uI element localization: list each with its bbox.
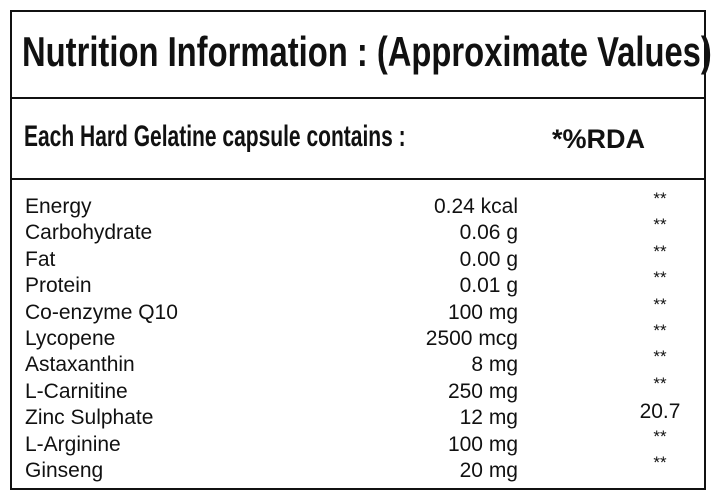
nutrient-amount: 100 mg xyxy=(447,300,518,324)
nutrient-amount: 2500 mcg xyxy=(425,327,518,350)
divider xyxy=(12,97,704,99)
nutrient-rda: ** xyxy=(653,453,667,472)
nutrient-rda: ** xyxy=(653,373,667,393)
nutrient-name: L-Carnitine xyxy=(25,379,128,403)
nutrient-name: Carbohydrate xyxy=(25,221,153,245)
nutrient-name: Fat xyxy=(25,247,56,271)
nutrient-rda: ** xyxy=(653,294,667,314)
nutrition-panel: Nutrition Information : (Approximate Val… xyxy=(10,10,712,490)
title: Nutrition Information : (Approximate Val… xyxy=(22,28,712,75)
nutrient-amount: 100 mg xyxy=(447,432,518,456)
nutrient-rda: ** xyxy=(653,268,667,288)
nutrient-amount: 8 mg xyxy=(471,353,518,377)
nutrient-amount: 250 mg xyxy=(447,379,518,403)
nutrient-amount: 0.01 g xyxy=(459,274,518,298)
nutrient-rda: ** xyxy=(653,347,667,367)
nutrient-name: Co-enzyme Q10 xyxy=(25,300,178,324)
nutrient-amount: 20 mg xyxy=(459,459,518,482)
nutrient-amount: 0.00 g xyxy=(459,247,518,271)
nutrient-rda: ** xyxy=(653,241,667,261)
nutrient-rda: ** xyxy=(653,189,667,208)
nutrient-name: Astaxanthin xyxy=(25,353,135,377)
nutrient-name: L-Arginine xyxy=(25,432,121,456)
header-right: *%RDA xyxy=(552,124,646,154)
header-left: Each Hard Gelatine capsule contains : xyxy=(24,120,406,153)
nutrient-rda: ** xyxy=(653,321,667,340)
nutrient-rda: ** xyxy=(653,215,667,235)
nutrient-name: Ginseng xyxy=(25,459,104,482)
nutrient-rda: ** xyxy=(653,426,667,446)
nutrient-rda: 20.7 xyxy=(639,400,681,424)
nutrient-name: Protein xyxy=(25,274,92,298)
nutrient-name: Energy xyxy=(25,195,92,218)
nutrient-amount: 0.24 kcal xyxy=(433,195,518,218)
nutrient-amount: 0.06 g xyxy=(459,221,518,245)
nutrient-name: Zinc Sulphate xyxy=(25,406,154,430)
nutrient-name: Lycopene xyxy=(25,327,116,350)
divider xyxy=(12,178,704,180)
nutrient-amount: 12 mg xyxy=(459,406,518,430)
